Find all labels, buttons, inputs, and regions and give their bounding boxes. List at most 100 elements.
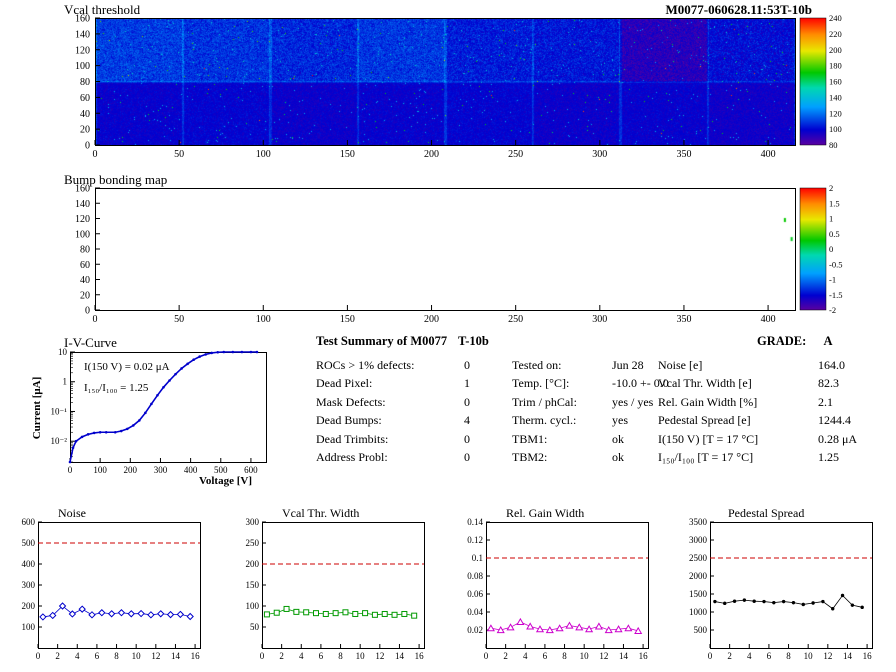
svg-text:80: 80: [80, 77, 90, 88]
svg-text:60: 60: [80, 93, 90, 104]
summary-title: Test Summary of M0077: [316, 334, 448, 348]
bump_bonding-axes: 0 50 100 150 200 250 300 350 4000204060801001201…: [75, 183, 842, 325]
svg-text:40: 40: [80, 275, 90, 286]
pedestal_spread-plot: 0 2 4 6 8 10 12 14 16 500 1000 1500 2000 2500 3000 3500: [689, 517, 873, 661]
rel_gain_width-plot: 0 2 4 6 8 10 12 14 16 0.02 0.04 0.06 0.08 0.1 0.12 0.14: [467, 517, 649, 661]
svg-text:240: 240: [829, 13, 842, 23]
svg-text:100: 100: [256, 314, 271, 325]
svg-text:0: 0: [93, 149, 98, 160]
svg-text:200: 200: [424, 149, 439, 160]
svg-text:0.04: 0.04: [467, 607, 483, 617]
svg-text:10: 10: [356, 651, 366, 661]
svg-text:12: 12: [823, 651, 832, 661]
summary-results-column: Noise [e] 164.0 Vcal Thr. Width [e] 82.3 R…: [658, 358, 857, 468]
result-label: I₁₅₀/I₁₀₀ [T = 17 °C]: [658, 449, 754, 464]
condition-label: TBM1:: [512, 431, 548, 446]
svg-text:140: 140: [75, 199, 90, 210]
result-label: Vcal Thr. Width [e]: [658, 376, 752, 391]
svg-text:6: 6: [767, 651, 772, 661]
vcal-threshold-heatmap: [95, 18, 795, 145]
svg-text:16: 16: [191, 651, 201, 661]
svg-text:16: 16: [639, 651, 649, 661]
svg-text:2: 2: [727, 651, 732, 661]
iv-curve-title: I-V-Curve: [64, 335, 117, 350]
svg-text:100: 100: [75, 61, 90, 72]
svg-text:100: 100: [256, 149, 271, 160]
svg-text:600: 600: [244, 465, 258, 475]
condition-value: -10.0 +- 0.0: [612, 376, 669, 391]
svg-text:180: 180: [829, 61, 842, 71]
svg-text:2: 2: [829, 183, 833, 193]
svg-text:150: 150: [246, 580, 260, 590]
svg-text:0: 0: [484, 651, 489, 661]
svg-text:250: 250: [246, 538, 260, 548]
summary-row: ROCs > 1% defects: 0: [316, 358, 470, 376]
pedestal_spread-series-line: [714, 594, 863, 610]
result-value: 0.28 μA: [818, 431, 858, 446]
result-value: 82.3: [818, 376, 839, 391]
condition-value: Jun 28: [612, 358, 644, 372]
svg-text:6: 6: [95, 651, 100, 661]
defect-value: 1: [464, 376, 470, 391]
iv-y-axis-label: Current [μA]: [31, 377, 43, 440]
svg-text:4: 4: [523, 651, 528, 661]
svg-text:150: 150: [340, 314, 355, 325]
condition-label: Tested on:: [512, 358, 562, 372]
summary-row: Trim / phCal: yes / yes: [512, 395, 669, 413]
svg-text:-0.5: -0.5: [829, 259, 842, 269]
noise-plot: 0 2 4 6 8 10 12 14 16 100 200 300 400 500 600: [22, 517, 201, 661]
svg-text:2500: 2500: [689, 553, 708, 563]
gain-width-plot-title: Rel. Gain Width: [506, 506, 584, 520]
grade-value: A: [823, 334, 833, 348]
svg-text:1500: 1500: [689, 589, 708, 599]
svg-text:500: 500: [694, 625, 708, 635]
condition-label: Trim / phCal:: [512, 394, 577, 409]
svg-text:100: 100: [93, 465, 107, 475]
svg-text:300: 300: [246, 517, 260, 527]
svg-text:100: 100: [246, 601, 260, 611]
svg-text:120: 120: [75, 214, 90, 225]
svg-text:400: 400: [22, 559, 36, 569]
svg-text:160: 160: [75, 184, 90, 195]
summary-row: Dead Pixel: 1: [316, 376, 470, 394]
svg-text:2: 2: [503, 651, 508, 661]
module-id-title: M0077-060628.11:53T-10b: [666, 2, 813, 17]
svg-text:80: 80: [829, 140, 838, 150]
svg-text:1: 1: [829, 214, 833, 224]
svg-text:100: 100: [829, 124, 842, 134]
summary-row: TBM1: ok: [512, 432, 669, 450]
svg-text:12: 12: [599, 651, 608, 661]
svg-text:250: 250: [508, 149, 523, 160]
vcal_threshold-colorbar: [799, 17, 827, 146]
svg-text:0.12: 0.12: [467, 535, 483, 545]
svg-text:50: 50: [250, 622, 260, 632]
svg-text:400: 400: [761, 314, 776, 325]
svg-text:0: 0: [36, 651, 41, 661]
svg-text:4: 4: [299, 651, 304, 661]
iv-annotation-ratio: I₁₅₀/I₁₀₀ = 1.25: [84, 382, 149, 394]
result-value: 164.0: [818, 358, 845, 372]
svg-text:50: 50: [174, 314, 184, 325]
defect-label: ROCs > 1% defects:: [316, 358, 415, 372]
svg-text:500: 500: [214, 465, 228, 475]
summary-row: Mask Defects: 0: [316, 395, 470, 413]
iv-curve-plot: 0 100 200 300 400 500 600 10 1 10⁻¹ 10⁻²: [51, 347, 267, 475]
svg-text:-1: -1: [829, 275, 836, 285]
svg-text:3000: 3000: [689, 535, 708, 545]
svg-text:16: 16: [863, 651, 873, 661]
result-label: Pedestal Spread [e]: [658, 413, 751, 428]
svg-text:100: 100: [22, 622, 36, 632]
svg-text:250: 250: [508, 314, 523, 325]
condition-label: TBM2:: [512, 449, 548, 464]
svg-text:200: 200: [424, 314, 439, 325]
svg-text:400: 400: [184, 465, 198, 475]
svg-text:160: 160: [75, 14, 90, 25]
svg-text:8: 8: [114, 651, 119, 661]
svg-text:300: 300: [154, 465, 168, 475]
result-value: 2.1: [818, 394, 833, 409]
svg-text:300: 300: [592, 149, 607, 160]
svg-text:0: 0: [829, 244, 833, 254]
defect-label: Dead Bumps:: [316, 413, 382, 428]
summary-row: TBM2: ok: [512, 450, 669, 468]
